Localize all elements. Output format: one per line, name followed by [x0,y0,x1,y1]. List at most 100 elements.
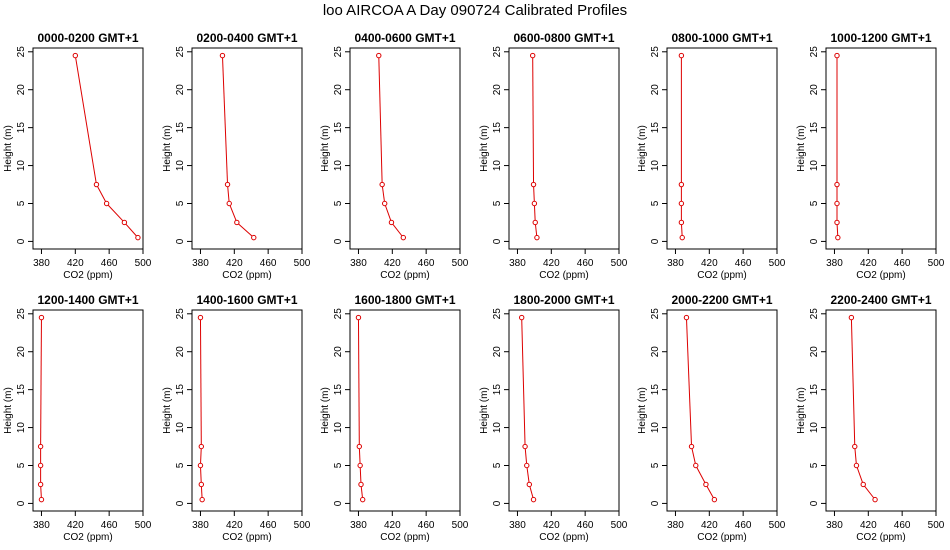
profile-segment [384,203,392,223]
profile-segment [532,55,535,185]
profile-panel: 1400-1600 GMT+1 380 420 460 500 0 5 10 15 20 25 CO2… [162,293,311,543]
x-tick-label: 420 [860,520,877,531]
x-tick-label: 380 [509,520,526,531]
profile-segment [533,184,535,204]
panel-title: 1200-1400 GMT+1 [37,293,138,307]
profile-panel: 1600-1800 GMT+1 380 420 460 500 0 5 10 15 20 25 CO2… [320,293,469,543]
profile-panel: 1800-2000 GMT+1 380 420 460 500 0 5 10 15 20 25 CO2… [479,293,628,543]
x-tick-label: 460 [577,258,594,269]
profile-segment [862,484,876,500]
data-point [530,496,537,503]
profile-panel: 0800-1000 GMT+1 380 420 460 500 0 5 10 15 20 25 CO2… [637,31,786,281]
x-axis-label: CO2 (ppm) [539,532,588,543]
y-axis-label: Height (m) [3,387,14,434]
profile-segment [526,465,530,485]
x-tick-label: 460 [418,520,435,531]
data-point [199,496,205,503]
data-point [198,443,205,450]
y-tick-label: 15 [16,384,27,396]
y-tick-label: 5 [333,200,344,206]
data-point [226,200,232,207]
y-tick-label: 0 [650,238,661,244]
profile-segment [685,317,693,447]
profile-segment [358,446,361,466]
plot-frame [349,309,461,512]
y-tick-label: 5 [809,200,820,206]
y-tick-label: 5 [650,462,661,468]
y-tick-label: 25 [650,46,661,58]
data-point [530,181,537,188]
x-tick-label: 380 [350,258,367,269]
y-tick-label: 20 [809,346,820,358]
x-axis-label: CO2 (ppm) [380,532,429,543]
figure-title: loo AIRCOA A Day 090724 Calibrated Profi… [322,2,628,19]
y-tick-label: 25 [492,46,503,58]
y-tick-label: 10 [492,422,503,434]
y-tick-label: 5 [650,200,661,206]
data-point [848,314,855,321]
y-tick-label: 0 [333,500,344,506]
y-axis-label: Height (m) [162,387,173,434]
data-point [219,52,226,59]
y-axis-label: Height (m) [479,125,490,172]
data-point [678,52,685,59]
data-point [197,462,204,469]
data-point [834,219,840,226]
x-tick-label: 460 [101,520,118,531]
x-tick-label: 380 [667,520,684,531]
data-point [37,481,44,488]
profile-panel: 1200-1400 GMT+1 380 420 460 500 0 5 10 15 20 25 CO2… [3,293,152,543]
x-tick-label: 420 [384,258,401,269]
data-point [72,52,79,59]
data-point [526,481,533,488]
panel-title: 0000-0200 GMT+1 [37,31,138,45]
x-axis-label: CO2 (ppm) [63,532,112,543]
data-point [234,219,240,226]
x-tick-label: 500 [452,520,469,531]
y-tick-label: 5 [492,200,503,206]
profile-segment [695,465,707,485]
y-tick-label: 0 [809,238,820,244]
profile-segment [221,55,229,185]
data-point [356,443,363,450]
x-tick-label: 380 [192,520,209,531]
profile-panel: 2000-2200 GMT+1 380 420 460 500 0 5 10 15 20 25 CO2… [637,293,786,543]
y-axis-label: Height (m) [162,125,173,172]
y-tick-label: 15 [333,384,344,396]
data-point [688,443,695,450]
x-axis-label: CO2 (ppm) [539,270,588,281]
profile-segment [854,446,857,466]
plot-frame [349,47,461,250]
y-tick-label: 25 [16,46,27,58]
x-tick-label: 420 [701,258,718,269]
data-point [678,181,685,188]
y-tick-label: 0 [492,500,503,506]
data-point [135,234,141,241]
y-tick-label: 5 [809,462,820,468]
x-tick-label: 460 [101,258,118,269]
y-tick-label: 15 [809,122,820,134]
y-tick-label: 0 [175,238,186,244]
data-point [534,234,540,241]
y-tick-label: 15 [650,122,661,134]
x-tick-label: 420 [543,520,560,531]
y-tick-label: 25 [175,308,186,320]
profile-segment [40,317,42,447]
data-point [121,219,128,226]
y-tick-label: 15 [175,384,186,396]
x-tick-label: 420 [67,258,84,269]
y-axis-label: Height (m) [479,387,490,434]
profile-segment [199,446,202,466]
profile-segment [855,465,864,485]
data-point [197,314,204,321]
data-point [834,181,840,188]
data-point [381,200,388,207]
profile-segment [96,184,108,204]
profile-segment [106,203,125,223]
y-tick-label: 5 [492,462,503,468]
panel-title: 1400-1600 GMT+1 [196,293,297,307]
data-point [357,462,363,469]
y-tick-label: 20 [650,84,661,96]
profile-panel: 0400-0600 GMT+1 380 420 460 500 0 5 10 15 20 25 CO2… [320,31,469,281]
x-tick-label: 460 [577,520,594,531]
